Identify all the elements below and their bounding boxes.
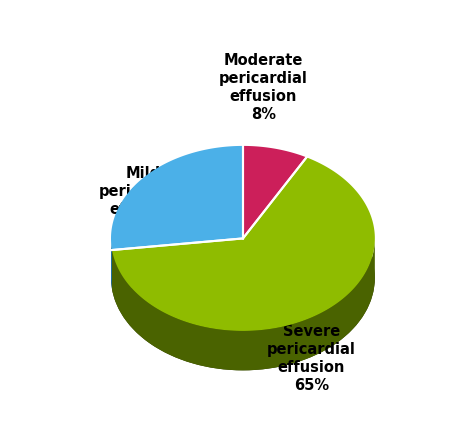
Polygon shape [112,239,243,289]
Polygon shape [111,239,112,289]
Polygon shape [111,146,243,250]
Text: Severe
pericardial
effusion
65%: Severe pericardial effusion 65% [267,324,356,393]
Text: Moderate
pericardial
effusion
8%: Moderate pericardial effusion 8% [219,53,308,122]
Polygon shape [112,239,375,370]
Polygon shape [112,158,375,331]
Polygon shape [112,239,243,289]
Text: Mild
pericardial
effusion
27%: Mild pericardial effusion 27% [99,166,188,235]
Ellipse shape [111,185,375,370]
Polygon shape [243,146,307,239]
